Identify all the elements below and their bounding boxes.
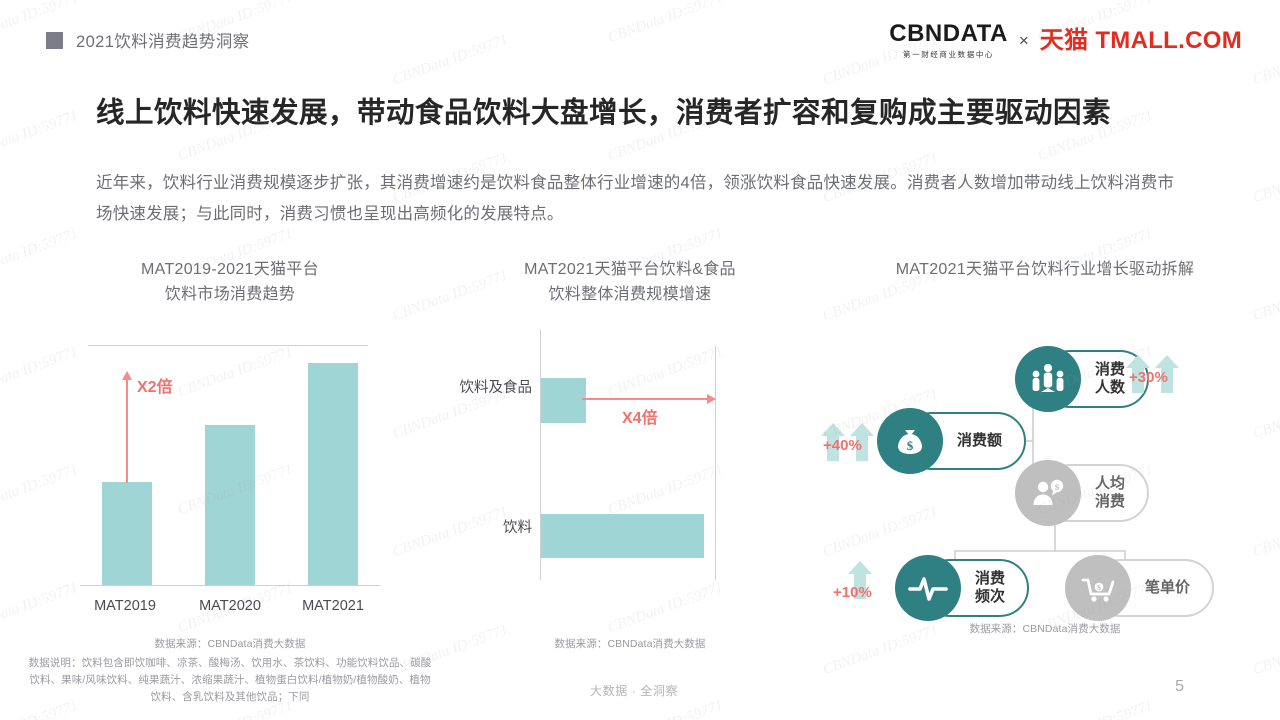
svg-text:$: $ [1097, 583, 1101, 592]
node-label-consumer-count: 消费 人数 [1095, 361, 1125, 396]
node-label-consumer-count-l1: 消费 [1095, 361, 1126, 379]
cbndata-logo: CBNDATA 第一财经商业数据中心 [889, 22, 1008, 60]
page-lede: 近年来，饮料行业消费规模逐步扩张，其消费增速约是饮料食品整体行业增速的4倍，领涨… [96, 174, 1175, 223]
chart1-title-line1: MAT2019-2021天猫平台 [141, 261, 319, 278]
svg-text:$: $ [907, 438, 914, 453]
chart-panel-driver-breakdown: MAT2021天猫平台饮料行业增长驱动拆解 消费额 $ [820, 258, 1270, 638]
chart1-top-rule [88, 344, 368, 346]
chart1-title-line2: 饮料市场消费趋势 [164, 285, 296, 303]
diagram-node-arpu[interactable]: 人均 消费 $ [1015, 459, 1150, 526]
tmall-logo-text: 天猫 TMALL.COM [1039, 27, 1242, 54]
chart2-source: 数据来源：CBNData消费大数据 [554, 637, 706, 650]
diagram-node-consumer-count[interactable]: 消费 人数 [1015, 345, 1150, 412]
header-title: 2021饮料消费趋势洞察 [76, 33, 250, 51]
shopping-cart-icon: $ [1065, 554, 1131, 621]
chart2-bar-food-beverage [541, 377, 586, 423]
chart1-baseline [80, 584, 380, 586]
growth-arrows-consumer-count-icon [1125, 353, 1180, 395]
brand-logo-group: CBNDATA 第一财经商业数据中心 × 天猫 TMALL.COM [889, 22, 1242, 60]
growth-arrows-consumption-amount-icon [820, 421, 875, 463]
chart1-growth-label: X2倍 [137, 378, 173, 396]
chart2-title: MAT2021天猫平台饮料&食品 饮料整体消费规模增速 [440, 258, 820, 308]
footer-tagline: 大数据 · 全洞察 [590, 684, 679, 698]
chart1-source: 数据来源：CBNData消费大数据 [154, 637, 306, 650]
page-number: 5 [1175, 678, 1184, 695]
node-label-arpu: 人均 消费 [1095, 475, 1125, 510]
node-label-consumer-count-l2: 人数 [1095, 378, 1126, 396]
page-title: 线上饮料快速发展，带动食品饮料大盘增长，消费者扩容和复购成主要驱动因素 [96, 97, 1112, 129]
watermark-text: CBNData ID:59771 [1250, 150, 1280, 207]
cbndata-logo-subtitle: 第一财经商业数据中心 [903, 50, 995, 59]
chart-panel-trend: MAT2019-2021天猫平台 饮料市场消费趋势 MAT2019 MAT202… [20, 258, 440, 706]
chart2-growth-arrow-icon [582, 393, 716, 404]
chart1-title: MAT2019-2021天猫平台 饮料市场消费趋势 [20, 258, 440, 308]
chart2-plot-area: 饮料及食品 饮料 X4倍 [460, 326, 790, 616]
chart2-title-line2: 饮料整体消费规模增速 [548, 285, 712, 303]
node-label-arpu-l2: 消费 [1095, 492, 1126, 510]
chart1-xtick-0: MAT2019 [94, 597, 156, 614]
chart1-plot-area: MAT2019 MAT2020 MAT2021 X2倍 [80, 326, 380, 616]
chart2-axis-end [715, 345, 716, 580]
chart3-title: MAT2021天猫平台饮料行业增长驱动拆解 [895, 261, 1195, 278]
square-bullet-icon [46, 31, 63, 49]
people-group-icon [1015, 345, 1081, 412]
watermark-text: CBNData ID:59771 [605, 0, 726, 47]
chart1-bar-mat2019 [102, 481, 152, 585]
chart2-axis-start [540, 329, 541, 580]
chart2-bar-beverage [541, 513, 704, 558]
chart-panel-growth-rate: MAT2021天猫平台饮料&食品 饮料整体消费规模增速 饮料及食品 饮料 X4倍… [440, 258, 820, 652]
person-money-icon: $ [1015, 459, 1081, 526]
chart2-ytick-1: 饮料 [503, 519, 532, 536]
node-label-purchase-frequency-l2: 频次 [975, 587, 1006, 605]
chart1-bar-mat2020 [205, 424, 255, 585]
growth-value-consumption-amount: +40% [823, 436, 862, 454]
slide-header: 2021饮料消费趋势洞察 [46, 28, 250, 52]
money-bag-icon: $ [877, 407, 943, 474]
chart3-source: 数据来源：CBNData消费大数据 [969, 622, 1121, 635]
chart1-growth-arrow-icon [122, 370, 132, 483]
cbndata-logo-text: CBNDATA [889, 20, 1008, 47]
node-label-purchase-frequency: 消费 频次 [975, 570, 1005, 605]
diagram-node-consumption-amount[interactable]: 消费额 $ [877, 407, 1027, 474]
diagram-node-purchase-frequency[interactable]: 消费 频次 [895, 554, 1030, 621]
chart2-ytick-0: 饮料及食品 [459, 379, 533, 396]
chart2-title-line1: MAT2021天猫平台饮料&食品 [524, 261, 736, 278]
watermark-text: CBNData ID:59771 [1036, 698, 1156, 720]
diagram-node-unit-price[interactable]: 笔单价 $ [1065, 554, 1215, 621]
chart1-xtick-2: MAT2021 [302, 597, 364, 614]
pulse-icon [895, 554, 961, 621]
watermark-text: CBNData ID:59771 [0, 107, 81, 165]
watermark-text: CBNData ID:59771 [390, 31, 511, 89]
node-label-arpu-l1: 人均 [1095, 475, 1126, 493]
node-label-consumption-amount: 消费额 [957, 431, 1003, 449]
chart2-growth-label: X4倍 [622, 409, 658, 427]
chart1-bar-mat2021 [308, 362, 358, 585]
chart3-diagram-area: 消费额 $ +40% 消费 [821, 303, 1265, 621]
watermark-text: CBNData ID:59771 [606, 698, 726, 720]
node-label-purchase-frequency-l1: 消费 [975, 570, 1006, 588]
growth-value-purchase-frequency: +10% [833, 583, 872, 601]
growth-arrows-purchase-frequency-icon [847, 559, 873, 601]
growth-value-consumer-count: +30% [1129, 368, 1168, 386]
chart1-note: 数据说明：饮料包含即饮咖啡、凉茶、酸梅汤、饮用水、茶饮料、功能饮料饮品、碳酸饮料… [28, 657, 432, 703]
chart1-xtick-1: MAT2020 [199, 597, 261, 614]
svg-text:$: $ [1055, 482, 1060, 492]
watermark-text: CBNData ID:59771 [1250, 32, 1280, 89]
node-label-unit-price: 笔单价 [1145, 578, 1191, 596]
logo-cross-icon: × [1018, 31, 1029, 50]
